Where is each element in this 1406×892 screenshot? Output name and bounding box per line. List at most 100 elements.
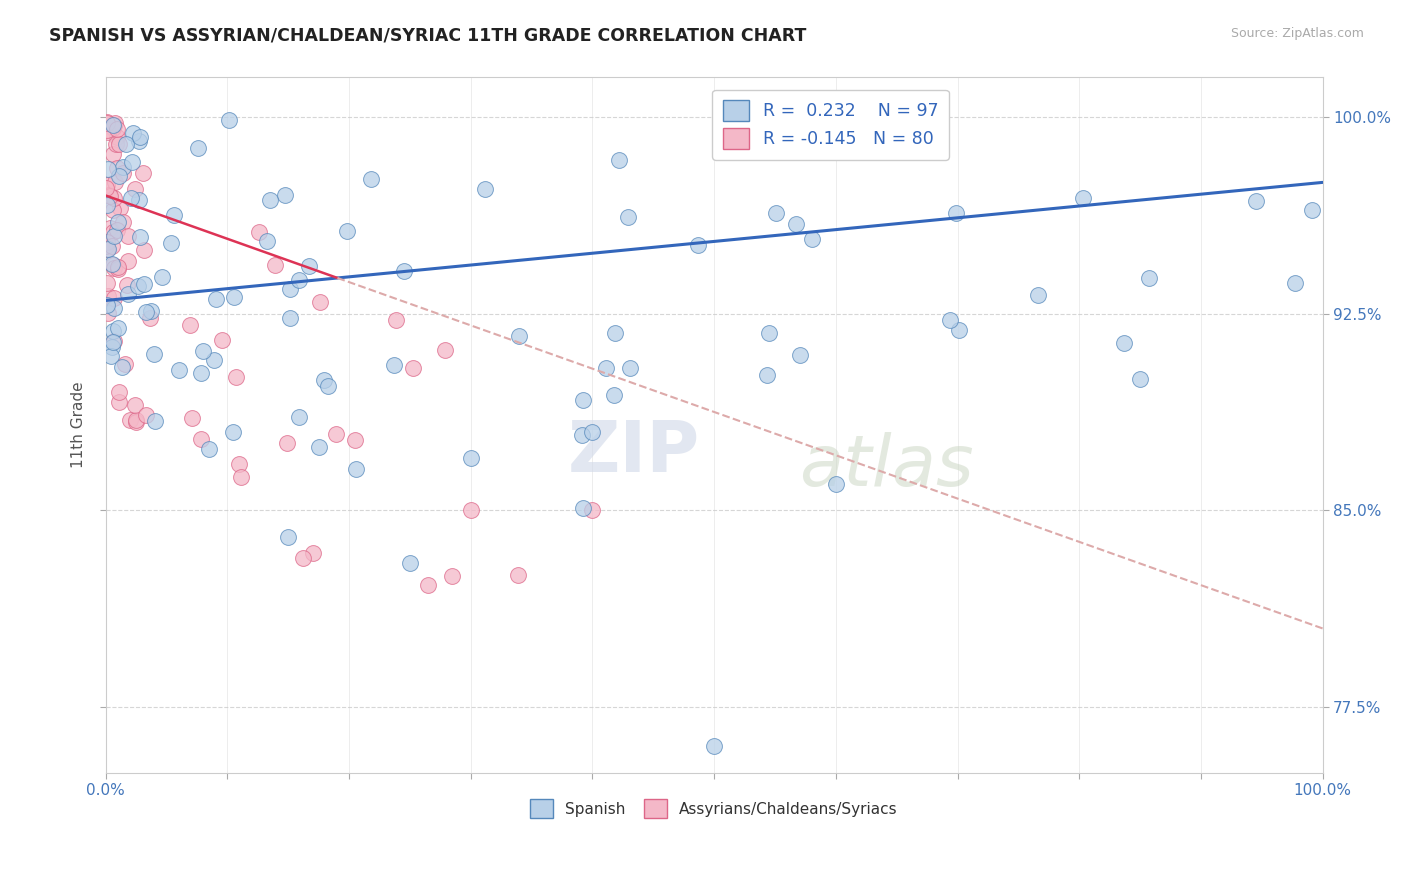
Point (96, 298, 118, 312)
Point (121, 154, 143, 169)
Point (103, 260, 125, 275)
Point (263, 258, 285, 272)
Point (229, 470, 252, 484)
Point (291, 551, 314, 566)
Point (1026, 288, 1049, 302)
Point (247, 225, 270, 239)
Point (581, 503, 603, 517)
Point (105, 121, 128, 136)
Point (111, 360, 134, 375)
Point (114, 357, 136, 371)
Point (314, 373, 336, 387)
Point (112, 215, 135, 229)
Point (105, 223, 128, 237)
Point (104, 116, 127, 130)
Point (603, 388, 626, 402)
Point (688, 237, 710, 252)
Point (187, 141, 209, 155)
Point (142, 346, 165, 360)
Point (948, 323, 970, 337)
Point (277, 530, 299, 544)
Point (474, 182, 496, 196)
Point (129, 130, 152, 145)
Point (785, 217, 807, 231)
Point (127, 278, 149, 293)
Point (1284, 276, 1306, 290)
Point (104, 175, 127, 189)
Point (824, 477, 846, 491)
Point (344, 433, 367, 447)
Point (609, 153, 631, 167)
Point (318, 379, 340, 393)
Point (117, 228, 139, 243)
Point (124, 398, 146, 412)
Point (1137, 270, 1160, 285)
Point (96, 114, 118, 128)
Point (204, 292, 226, 306)
Point (191, 343, 214, 358)
Point (105, 161, 128, 175)
Point (325, 427, 347, 442)
Point (308, 440, 330, 454)
Point (167, 363, 190, 377)
Point (572, 393, 595, 408)
Point (595, 361, 617, 376)
Point (298, 260, 321, 274)
Point (96, 178, 118, 192)
Point (1071, 191, 1094, 205)
Point (145, 414, 167, 428)
Point (139, 304, 162, 318)
Point (115, 137, 138, 152)
Point (103, 291, 125, 305)
Point (125, 413, 148, 427)
Point (103, 258, 125, 272)
Point (418, 577, 440, 591)
Point (394, 263, 416, 277)
Point (101, 340, 124, 354)
Point (1114, 336, 1136, 351)
Point (103, 120, 125, 135)
Point (789, 349, 811, 363)
Point (108, 395, 131, 409)
Y-axis label: 11th Grade: 11th Grade (72, 382, 86, 468)
Point (460, 503, 482, 517)
Point (228, 457, 250, 471)
Point (218, 113, 240, 128)
Point (301, 545, 323, 559)
Point (758, 326, 780, 341)
Point (222, 290, 245, 304)
Point (508, 329, 530, 343)
Point (150, 270, 173, 285)
Point (179, 318, 201, 333)
Point (259, 193, 281, 207)
Point (288, 410, 311, 425)
Point (108, 169, 131, 183)
Point (117, 286, 139, 301)
Point (139, 311, 162, 326)
Point (581, 425, 603, 439)
Point (1301, 202, 1323, 217)
Point (160, 235, 183, 250)
Point (96, 276, 118, 290)
Point (1244, 194, 1267, 209)
Point (506, 567, 529, 582)
Point (703, 739, 725, 754)
Point (120, 191, 142, 205)
Point (222, 425, 245, 439)
Point (125, 415, 148, 429)
Text: ZIP: ZIP (568, 418, 700, 487)
Point (202, 352, 225, 367)
Point (103, 301, 125, 315)
Point (460, 450, 482, 465)
Point (98, 221, 121, 235)
Point (96, 242, 118, 256)
Point (107, 384, 129, 399)
Point (571, 427, 593, 442)
Point (756, 368, 779, 382)
Point (96, 116, 118, 130)
Point (121, 126, 143, 140)
Point (107, 215, 129, 229)
Point (101, 335, 124, 350)
Point (103, 118, 125, 132)
Point (112, 166, 135, 180)
